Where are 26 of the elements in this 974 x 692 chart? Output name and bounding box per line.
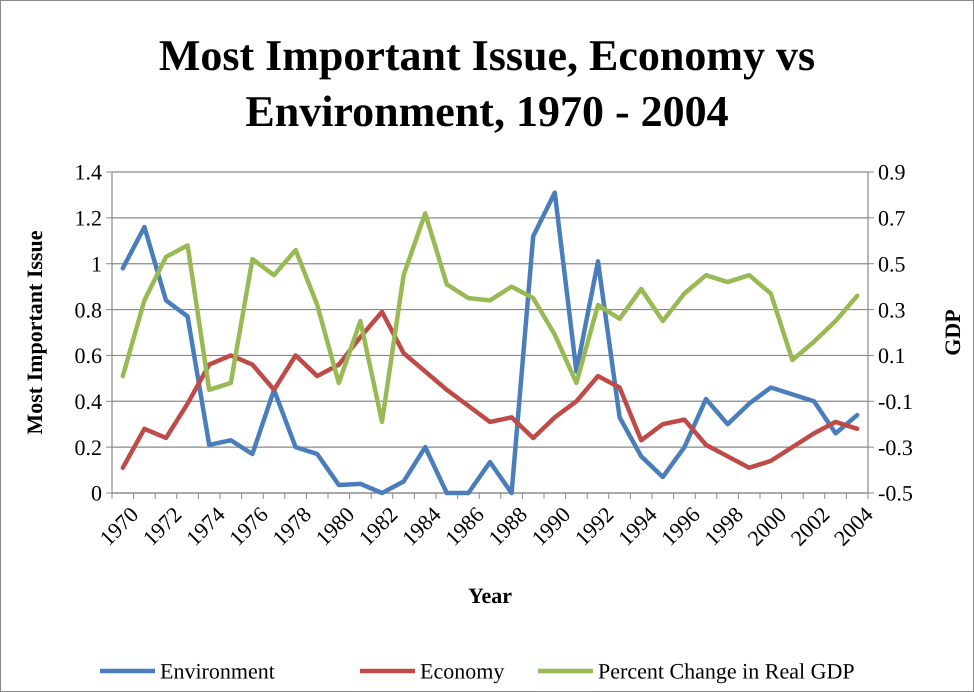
chart-title: Most Important Issue, Economy vs Environment, 1970 - 2004 (158, 31, 816, 136)
y-tick-label: 1.4 (74, 160, 102, 185)
y2-tick-label: -0.3 (878, 434, 913, 460)
y-axis-title: Most Important Issue (22, 230, 47, 435)
line-series (120, 211, 860, 424)
y-tick-label: 0.6 (74, 343, 102, 368)
legend-label: Economy (420, 658, 504, 684)
y-tick-label: 0.4 (74, 388, 102, 414)
line-series (120, 310, 860, 470)
y-tick-label: 0.2 (74, 434, 102, 460)
y2-tick-label: 0.5 (878, 251, 906, 276)
y2-tick-label: -0.5 (878, 480, 913, 506)
legend-label: Percent Change in Real GDP (598, 658, 855, 684)
y-tick-label: 1.2 (74, 206, 102, 231)
y-tick-label: 1 (91, 251, 102, 276)
legend-label: Environment (160, 658, 275, 684)
y2-tick-label: 0.9 (878, 160, 906, 185)
y2-tick-label: 0.1 (878, 343, 906, 368)
y-tick-label: 0.8 (74, 297, 102, 322)
line-series (120, 190, 860, 496)
x-axis-title: Year (468, 583, 512, 608)
y2-tick-label: 0.7 (878, 206, 906, 231)
y2-axis-title: GDP (940, 309, 965, 356)
y-tick-label: 0 (91, 480, 102, 506)
y2-tick-label: -0.1 (878, 388, 913, 414)
y2-tick-label: 0.3 (878, 297, 906, 322)
